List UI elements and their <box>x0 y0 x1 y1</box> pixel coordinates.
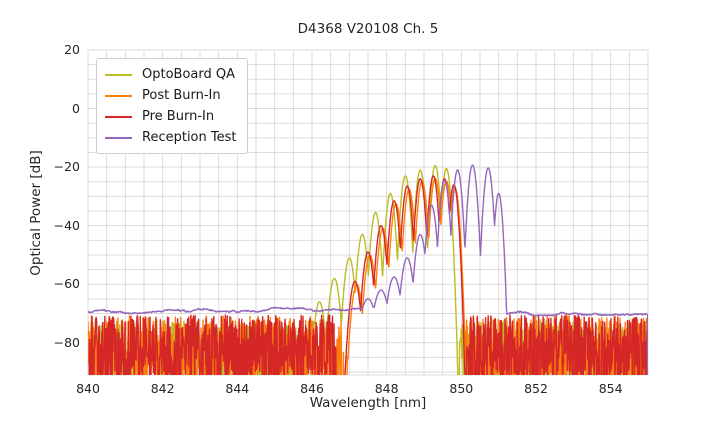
legend-swatch-pre-burn-in <box>105 115 132 118</box>
series-lines <box>88 164 648 375</box>
legend-item-reception-test: Reception Test <box>105 127 241 148</box>
legend-item-post-burn-in: Post Burn-In <box>105 85 241 106</box>
x-tick-label: 850 <box>449 381 474 396</box>
x-tick-label: 848 <box>374 381 399 396</box>
x-tick-label: 840 <box>76 381 100 396</box>
y-tick-label: −40 <box>53 217 80 233</box>
x-tick-label: 846 <box>300 381 324 396</box>
x-axis-label: Wavelength [nm] <box>309 395 427 411</box>
x-tick-label: 852 <box>524 381 548 396</box>
y-tick-label: 0 <box>72 100 80 116</box>
legend-swatch-optoboard-qa <box>105 73 132 76</box>
y-tick-label: −20 <box>53 159 80 175</box>
y-tick-label: −60 <box>53 276 80 292</box>
x-tick-label: 842 <box>150 381 175 396</box>
legend-label: OptoBoard QA <box>142 67 235 82</box>
legend-swatch-reception-test <box>105 136 132 139</box>
legend-item-pre-burn-in: Pre Burn-In <box>105 106 241 127</box>
y-tick-label: −80 <box>53 334 80 350</box>
series-pre-burn-in <box>88 175 648 375</box>
x-tick-label: 844 <box>225 381 250 396</box>
legend: OptoBoard QA Post Burn-In Pre Burn-In Recep… <box>96 58 248 154</box>
chart-title: D4368 V20108 Ch. 5 <box>297 21 439 37</box>
plot-border <box>87 49 649 376</box>
x-tick-label: 854 <box>598 381 623 396</box>
legend-label: Pre Burn-In <box>142 109 215 124</box>
series-reception-test <box>88 164 648 375</box>
legend-swatch-post-burn-in <box>105 94 132 97</box>
legend-item-optoboard-qa: OptoBoard QA <box>105 64 241 85</box>
y-tick-label: 20 <box>64 42 80 57</box>
legend-label: Post Burn-In <box>142 88 221 103</box>
legend-label: Reception Test <box>142 130 237 145</box>
